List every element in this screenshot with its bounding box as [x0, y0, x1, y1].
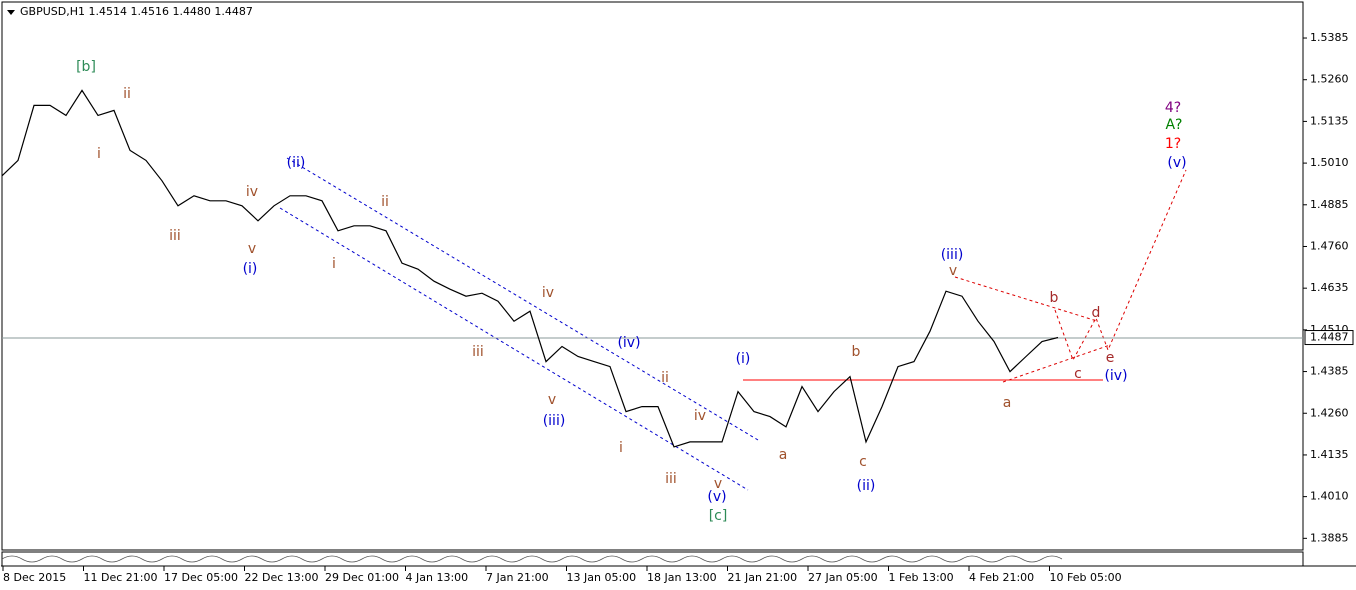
x-tick-label: 1 Feb 13:00	[889, 571, 954, 584]
triangle-upper	[954, 276, 1098, 322]
wave-label: e	[1106, 350, 1115, 366]
wave-label: (v)	[1167, 155, 1186, 171]
wave-label: b	[1050, 290, 1059, 306]
wave-label: d	[1092, 305, 1101, 321]
y-tick-label: 1.4010	[1310, 490, 1349, 503]
y-tick-label: 1.4385	[1310, 365, 1349, 378]
wave-label: ii	[661, 370, 669, 386]
wave-label: ii	[381, 194, 389, 210]
wave-label: iv	[542, 285, 554, 301]
price-label: 1.4487	[1310, 331, 1349, 344]
wave-label: (iv)	[1104, 368, 1127, 384]
wave-label: (iii)	[941, 247, 964, 263]
wave-label: (i)	[736, 351, 751, 367]
wave-label: a	[779, 447, 788, 463]
wave-label: v	[248, 241, 256, 257]
wave-label: a	[1003, 395, 1012, 411]
wave-label: (iii)	[543, 413, 566, 429]
wave-label: b	[852, 344, 861, 360]
wave-label: [b]	[76, 59, 96, 75]
wave-label: v	[949, 263, 957, 279]
x-tick-label: 27 Jan 05:00	[808, 571, 878, 584]
y-tick-label: 1.5135	[1310, 114, 1349, 127]
y-tick-label: 1.5010	[1310, 156, 1349, 169]
y-tick-label: 1.4760	[1310, 239, 1349, 252]
wave-label: c	[859, 454, 867, 470]
x-tick-label: 4 Jan 13:00	[406, 571, 469, 584]
chart-title: GBPUSD,H1 1.4514 1.4516 1.4480 1.4487	[20, 5, 253, 18]
x-tick-label: 13 Jan 05:00	[567, 571, 637, 584]
x-tick-label: 8 Dec 2015	[3, 571, 66, 584]
symbol-arrow	[7, 10, 15, 15]
y-tick-label: 1.3885	[1310, 531, 1349, 544]
x-tick-label: 4 Feb 21:00	[969, 571, 1034, 584]
wave-label: A?	[1165, 117, 1182, 133]
wave-label: (v)	[707, 489, 726, 505]
wave-label: iii	[472, 344, 484, 360]
channel-upper	[286, 157, 759, 441]
price-series	[1, 89, 1059, 448]
indicator-frame	[1, 551, 1304, 567]
x-tick-label: 11 Dec 21:00	[84, 571, 158, 584]
wave-label: 4?	[1165, 100, 1181, 116]
wave-label: (ii)	[287, 155, 306, 171]
y-tick-label: 1.4635	[1310, 281, 1349, 294]
wave-label: i	[619, 440, 623, 456]
wave-label: i	[332, 256, 336, 272]
channel-lower	[279, 207, 749, 491]
y-tick-label: 1.4260	[1310, 406, 1349, 419]
x-tick-label: 7 Jan 21:00	[486, 571, 549, 584]
x-tick-label: 22 Dec 13:00	[245, 571, 319, 584]
x-tick-label: 10 Feb 05:00	[1050, 571, 1122, 584]
wave-label: ii	[123, 86, 131, 102]
plot-frame	[1, 1, 1304, 551]
y-tick-label: 1.5260	[1310, 73, 1349, 86]
wave-label: c	[1074, 366, 1082, 382]
y-tick-label: 1.4135	[1310, 448, 1349, 461]
wave-label: (ii)	[857, 478, 876, 494]
y-tick-label: 1.4885	[1310, 198, 1349, 211]
wave-projection	[1054, 169, 1187, 362]
x-tick-label: 17 Dec 05:00	[164, 571, 238, 584]
x-tick-label: 21 Jan 21:00	[728, 571, 798, 584]
x-tick-label: 18 Jan 13:00	[647, 571, 717, 584]
wave-label: [c]	[709, 508, 728, 524]
x-tick-label: 29 Dec 01:00	[325, 571, 399, 584]
wave-label: v	[548, 392, 556, 408]
wave-label: iv	[246, 184, 258, 200]
wave-label: iii	[169, 228, 181, 244]
wave-label: v	[714, 476, 722, 492]
y-tick-label: 1.5385	[1310, 31, 1349, 44]
oscillator	[1, 555, 1063, 563]
wave-label: (i)	[243, 261, 258, 277]
wave-label: iii	[665, 471, 677, 487]
wave-label: (iv)	[617, 335, 640, 351]
wave-label: 1?	[1165, 136, 1181, 152]
price-label-box	[1304, 330, 1354, 346]
triangle-lower	[1002, 344, 1111, 383]
wave-label: iv	[694, 408, 706, 424]
wave-label: i	[97, 146, 101, 162]
